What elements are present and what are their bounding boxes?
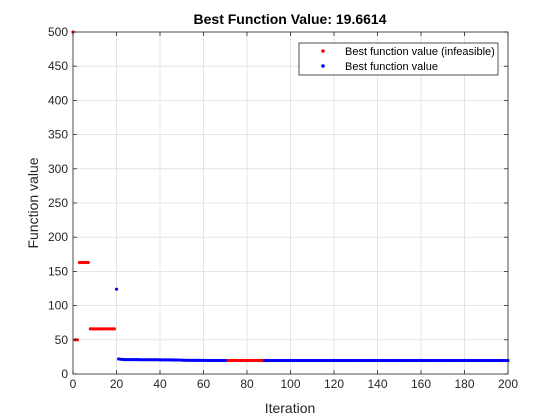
axis-ticks: 0 20 40 60 80 100 120 140 160 180 200 0 50 100 150 200 2… [48,25,518,391]
x-tick-label: 20 [110,377,124,391]
y-tick-label: 200 [48,230,68,244]
y-tick-label: 50 [55,333,69,347]
y-tick-label: 400 [48,93,68,107]
legend-marker-feasible [321,64,325,68]
data-point [112,327,116,331]
legend-marker-infeasible [321,49,325,53]
y-tick-label: 300 [48,162,68,176]
y-tick-label: 150 [48,264,68,278]
chart-title: Best Function Value: 19.6614 [194,11,387,27]
x-tick-label: 200 [498,377,518,391]
data-point [75,338,79,342]
x-tick-label: 140 [367,377,387,391]
series-infeasible [71,30,264,363]
y-tick-label: 500 [48,25,68,39]
data-point [223,358,227,363]
legend[interactable]: Best function value (infeasible) Best fu… [298,42,499,76]
y-axis-label: Function value [25,157,41,248]
x-tick-label: 120 [324,377,344,391]
legend-label-feasible: Best function value [345,61,438,73]
x-tick-label: 60 [197,377,211,391]
series-feasible [114,287,510,363]
y-tick-label: 350 [48,128,68,142]
y-tick-label: 450 [48,59,68,73]
legend-label-infeasible: Best function value (infeasible) [345,46,495,58]
y-tick-label: 100 [48,299,68,313]
x-axis-label: Iteration [265,400,316,416]
y-tick-label: 250 [48,196,68,210]
legend-box [298,42,499,76]
x-tick-label: 0 [70,377,77,391]
x-tick-label: 100 [280,377,300,391]
data-point [114,287,119,291]
y-tick-label: 0 [61,367,68,381]
x-tick-label: 80 [240,377,254,391]
data-points [71,30,510,363]
data-point [86,260,90,265]
x-tick-label: 160 [411,377,431,391]
x-tick-label: 40 [153,377,167,391]
x-tick-label: 180 [454,377,474,391]
